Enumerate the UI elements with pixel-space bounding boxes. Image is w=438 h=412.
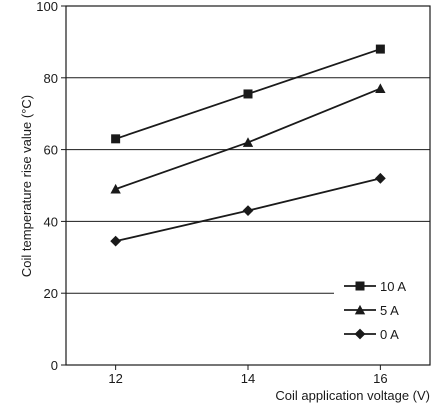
gridlines <box>66 77 430 294</box>
series-layer <box>110 44 386 247</box>
y-tick-label: 100 <box>36 0 58 14</box>
legend-label: 0 A <box>380 327 399 342</box>
legend-item: 5 A <box>344 303 399 318</box>
legend-marker <box>354 304 366 315</box>
x-tick-label: 12 <box>108 371 122 386</box>
data-point-10a <box>375 44 385 54</box>
data-point-0a <box>374 172 386 184</box>
y-tick-label: 0 <box>51 358 58 373</box>
legend-marker <box>355 281 365 291</box>
data-point-5a <box>242 137 254 147</box>
y-tick-label: 20 <box>44 286 58 301</box>
series-10a <box>111 44 385 144</box>
legend-item: 10 A <box>344 279 406 294</box>
data-point-0a <box>242 205 254 217</box>
legend-label: 5 A <box>380 303 399 318</box>
series-0a <box>110 172 386 247</box>
data-point-5a <box>375 83 386 93</box>
series-5a <box>110 83 386 194</box>
x-axis-label: Coil application voltage (V) <box>275 388 430 403</box>
y-tick-label: 80 <box>44 71 58 86</box>
data-point-10a <box>243 89 253 99</box>
y-tick-label: 40 <box>44 214 58 229</box>
y-axis-ticks: 0 20 40 60 80 100 <box>36 0 66 373</box>
x-axis-ticks: 12 14 16 <box>108 365 388 386</box>
y-tick-label: 60 <box>44 143 58 158</box>
legend-item: 0 A <box>344 327 399 342</box>
y-axis-label: Coil temperature rise value (°C) <box>19 95 34 277</box>
legend-marker <box>354 328 366 340</box>
legend: 10 A 5 A 0 A <box>344 279 406 342</box>
legend-label: 10 A <box>380 279 406 294</box>
data-point-0a <box>110 235 122 247</box>
data-point-10a <box>111 134 121 144</box>
x-tick-label: 16 <box>373 371 387 386</box>
data-point-5a <box>110 183 121 194</box>
x-tick-label: 14 <box>241 371 255 386</box>
